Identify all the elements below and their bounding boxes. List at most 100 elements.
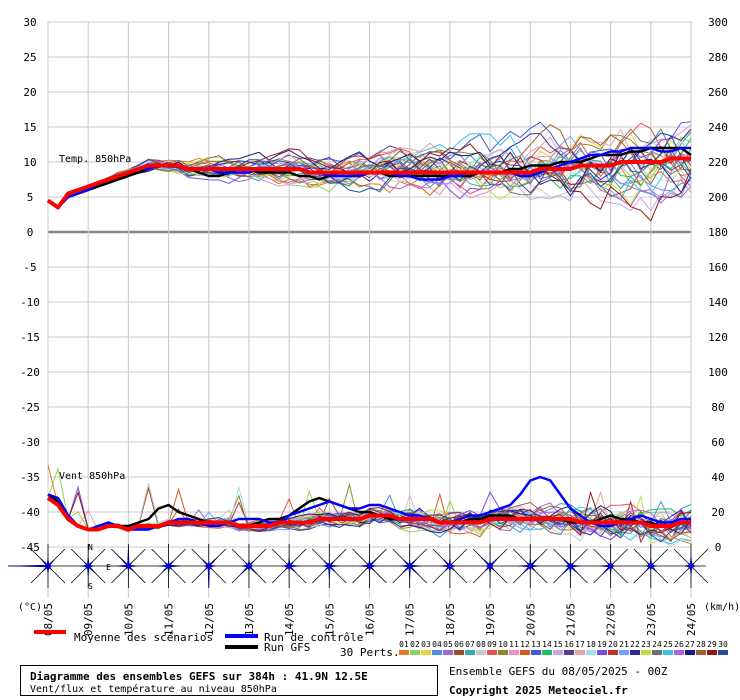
pert-swatch bbox=[465, 650, 475, 655]
pert-swatch bbox=[542, 650, 552, 655]
wind-rose-petals bbox=[240, 559, 258, 575]
right-tick-label: 80 bbox=[711, 401, 724, 414]
pert-number: 16 bbox=[564, 640, 574, 649]
x-tick-label: 22/05 bbox=[605, 603, 618, 636]
pert-number: 17 bbox=[575, 640, 585, 649]
left-tick-label: 5 bbox=[27, 191, 34, 204]
right-tick-label: 120 bbox=[708, 331, 728, 344]
right-tick-label: 160 bbox=[708, 261, 728, 274]
pert-swatch bbox=[674, 650, 684, 655]
wind-rose-petals bbox=[599, 560, 616, 575]
right-tick-label: 300 bbox=[708, 16, 728, 29]
pert-swatch bbox=[696, 650, 706, 655]
pert-legend: 01 02 03 04 05 06 07 08 09 10 11 12 13 14 15 16 17 18 19 20… bbox=[399, 640, 728, 655]
mean-wind-line bbox=[46, 496, 691, 532]
left-tick-label: 25 bbox=[23, 51, 36, 64]
pert-number: 25 bbox=[663, 640, 673, 649]
wind-series-label: Vent 850hPa bbox=[59, 471, 125, 482]
x-tick-label: 16/05 bbox=[364, 603, 377, 636]
left-tick-label: 10 bbox=[23, 156, 36, 169]
right-tick-label: 180 bbox=[708, 226, 728, 239]
run-info: Ensemble GEFS du 08/05/2025 - 00Z bbox=[449, 665, 668, 678]
pert-swatch bbox=[487, 650, 497, 655]
left-unit-label: (°C) bbox=[18, 602, 42, 613]
x-tick-label: 24/05 bbox=[685, 603, 698, 636]
pert-number: 24 bbox=[652, 640, 662, 649]
x-tick-label: 21/05 bbox=[564, 603, 577, 636]
pert-number: 26 bbox=[674, 640, 684, 649]
legend-mean-label: Moyenne des scénarios bbox=[74, 631, 213, 644]
wind-rose-petals bbox=[321, 560, 340, 579]
pert-swatch bbox=[652, 650, 662, 655]
right-tick-label: 260 bbox=[708, 86, 728, 99]
wind-rose-petals bbox=[115, 545, 138, 572]
pert-swatch bbox=[707, 650, 717, 655]
info-box: Diagramme des ensembles GEFS sur 384h : … bbox=[20, 665, 438, 696]
diagram-title: Diagramme des ensembles GEFS sur 384h : … bbox=[30, 670, 368, 683]
pert-number: 18 bbox=[586, 640, 596, 649]
x-tick-label: 10/05 bbox=[122, 603, 135, 636]
pert-swatch bbox=[718, 650, 728, 655]
legend-gfs-label: Run GFS bbox=[264, 641, 310, 654]
pert-number: 11 bbox=[509, 640, 519, 649]
wind-rose-petals bbox=[683, 555, 697, 576]
pert-swatch bbox=[432, 650, 442, 655]
x-tick-label: 18/05 bbox=[444, 603, 457, 636]
left-tick-label: -25 bbox=[20, 401, 40, 414]
east-label: E bbox=[106, 563, 111, 572]
left-tick-label: -15 bbox=[20, 331, 40, 344]
wind-rose-petals bbox=[480, 556, 500, 575]
pert-swatch bbox=[531, 650, 541, 655]
right-tick-label: 280 bbox=[708, 51, 728, 64]
pert-swatch bbox=[399, 650, 409, 655]
wind-rose-petals bbox=[158, 560, 182, 574]
right-tick-label: 140 bbox=[708, 296, 728, 309]
pert-number: 19 bbox=[597, 640, 607, 649]
wind-rose-petals bbox=[561, 557, 581, 576]
pert-number: 06 bbox=[454, 640, 464, 649]
legend-control-label: Run de contrôle bbox=[264, 631, 363, 644]
diagram-subtitle: Vent/flux et température au niveau 850hP… bbox=[30, 684, 277, 695]
pert-swatch bbox=[597, 650, 607, 655]
pert-number: 14 bbox=[542, 640, 552, 649]
right-tick-label: 200 bbox=[708, 191, 728, 204]
pert-swatch bbox=[586, 650, 596, 655]
pert-swatch bbox=[663, 650, 673, 655]
pert-swatch bbox=[608, 650, 618, 655]
right-tick-label: 220 bbox=[708, 156, 728, 169]
pert-swatch bbox=[641, 650, 651, 655]
pert-swatch bbox=[630, 650, 640, 655]
south-label: S bbox=[88, 582, 93, 591]
pert-number: 29 bbox=[707, 640, 717, 649]
pert-swatch bbox=[421, 650, 431, 655]
pert-number: 01 bbox=[399, 640, 409, 649]
wind-rose-petals bbox=[200, 556, 219, 589]
x-tick-label: 23/05 bbox=[645, 603, 658, 636]
right-tick-label: 40 bbox=[711, 471, 724, 484]
pert-swatch bbox=[454, 650, 464, 655]
pert-number: 30 bbox=[718, 640, 728, 649]
left-tick-label: -30 bbox=[20, 436, 40, 449]
pert-number: 23 bbox=[641, 640, 651, 649]
right-tick-label: 0 bbox=[715, 541, 722, 554]
pert-swatch bbox=[443, 650, 453, 655]
pert-swatch bbox=[685, 650, 695, 655]
pert-number: 08 bbox=[476, 640, 486, 649]
right-tick-label: 100 bbox=[708, 366, 728, 379]
temp-series-label: Temp. 850hPa bbox=[59, 154, 131, 165]
pert-temp-line bbox=[47, 123, 692, 209]
left-tick-label: 15 bbox=[23, 121, 36, 134]
pert-swatch bbox=[553, 650, 563, 655]
pert-number: 04 bbox=[432, 640, 442, 649]
pert-swatch bbox=[498, 650, 508, 655]
pert-number: 05 bbox=[443, 640, 453, 649]
wind-rose-petals bbox=[359, 557, 378, 572]
pert-number: 15 bbox=[553, 640, 563, 649]
pert-number: 07 bbox=[465, 640, 475, 649]
left-tick-label: 20 bbox=[23, 86, 36, 99]
pert-number: 09 bbox=[487, 640, 497, 649]
pert-temp-line bbox=[47, 147, 692, 209]
pert-number: 03 bbox=[421, 640, 431, 649]
pert-swatch bbox=[619, 650, 629, 655]
